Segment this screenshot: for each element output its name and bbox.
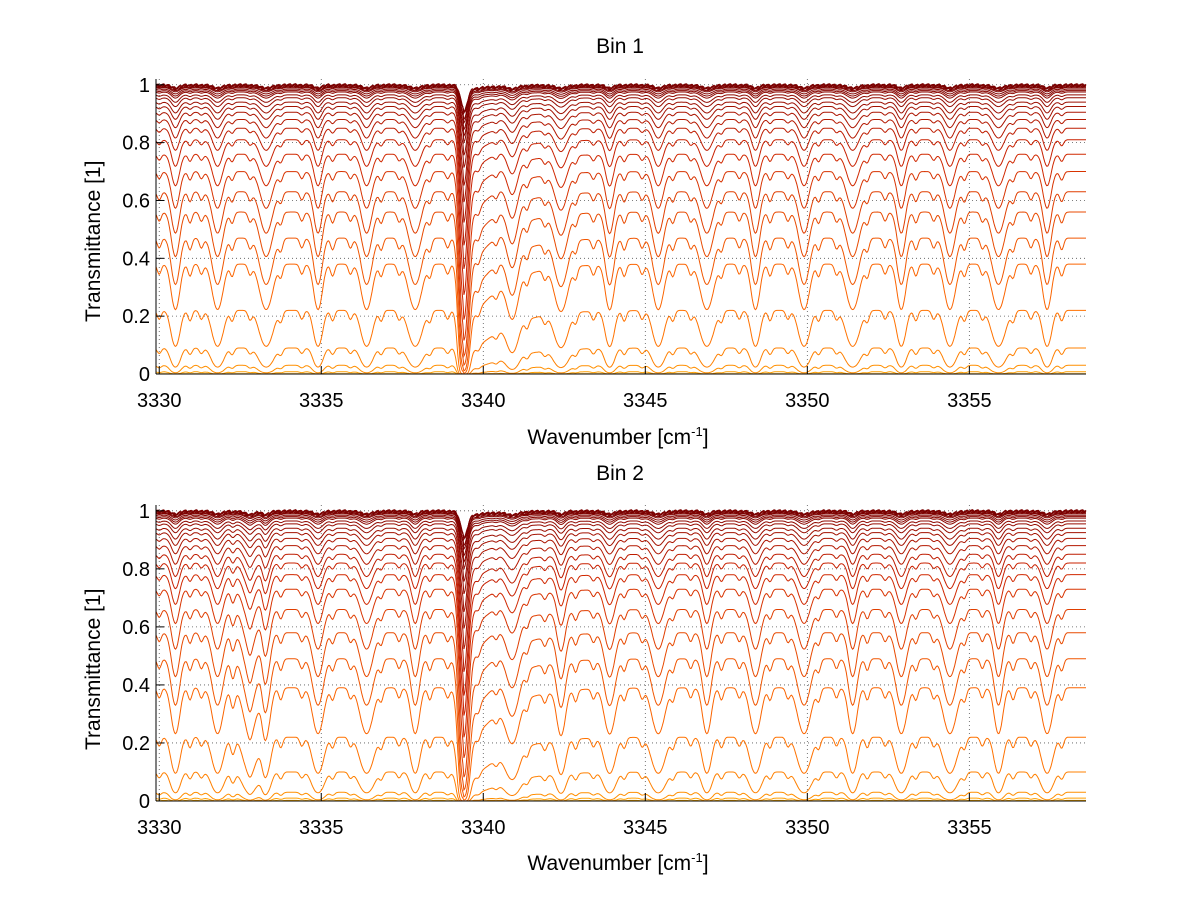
series-line bbox=[155, 609, 1086, 778]
y-tick-label: 1 bbox=[139, 501, 150, 523]
series-line bbox=[155, 106, 1086, 203]
series-line bbox=[155, 347, 1086, 375]
series-line bbox=[155, 237, 1086, 372]
series-line bbox=[155, 211, 1086, 367]
panel-bin-2: 3330 3335 3340 3345 3350 3355 0 0.2 0.4 0.6 0.8 1 bbox=[122, 501, 1087, 839]
series-line bbox=[155, 537, 1086, 650]
series-line bbox=[155, 527, 1086, 612]
x-tick-label: 3350 bbox=[785, 817, 830, 839]
series-line bbox=[155, 371, 1086, 375]
x-tick-label: 3345 bbox=[623, 390, 668, 412]
plot-area bbox=[156, 79, 1086, 374]
series-line bbox=[155, 517, 1086, 571]
x-axis-label-bin-1: Wavenumber [cm-1] bbox=[527, 424, 709, 449]
series-line bbox=[155, 153, 1086, 320]
series-line bbox=[155, 797, 1086, 802]
series-line bbox=[155, 523, 1086, 595]
plot-area bbox=[156, 505, 1086, 801]
x-tick-label: 3345 bbox=[623, 817, 668, 839]
x-axis-label-bin-2: Wavenumber [cm-1] bbox=[527, 850, 709, 875]
y-tick-label: 0 bbox=[139, 364, 150, 386]
x-tick-label: 3330 bbox=[137, 817, 182, 839]
series-line bbox=[155, 532, 1086, 629]
series-line bbox=[155, 736, 1086, 802]
series-line bbox=[155, 632, 1086, 792]
series-line bbox=[155, 191, 1086, 358]
series-line bbox=[155, 263, 1086, 374]
series-line bbox=[155, 520, 1086, 582]
series-line bbox=[155, 513, 1086, 551]
series-line bbox=[155, 364, 1086, 375]
y-tick-label: 0.4 bbox=[122, 248, 150, 270]
x-tick-label: 3330 bbox=[137, 390, 182, 412]
series-line bbox=[155, 553, 1086, 696]
x-tick-label: 3335 bbox=[299, 390, 344, 412]
series-line bbox=[155, 101, 1086, 186]
series-line bbox=[155, 771, 1086, 802]
y-tick-label: 0.4 bbox=[122, 675, 150, 697]
series-line bbox=[155, 90, 1086, 138]
series-line bbox=[155, 94, 1086, 156]
y-tick-label: 1 bbox=[139, 75, 150, 97]
series-line bbox=[155, 791, 1086, 802]
x-tick-label: 3350 bbox=[785, 390, 830, 412]
y-axis-label-bin-1: Transmittance [1] bbox=[82, 160, 105, 322]
x-tick-label: 3340 bbox=[461, 817, 506, 839]
panel-bin-1: 3330 3335 3340 3345 3350 3355 0 0.2 0.4 0.6 0.8 1 bbox=[122, 75, 1087, 412]
y-tick-label: 0.6 bbox=[122, 190, 150, 212]
y-tick-label: 0.2 bbox=[122, 306, 150, 328]
series-line bbox=[155, 87, 1086, 125]
series-line bbox=[155, 91, 1086, 145]
y-tick-label: 0.2 bbox=[122, 733, 150, 755]
series-line bbox=[155, 687, 1086, 801]
series-line bbox=[155, 111, 1086, 223]
chart-title-bin-1: Bin 1 bbox=[596, 35, 644, 58]
y-axis-label-bin-2: Transmittance [1] bbox=[82, 588, 105, 750]
series-line bbox=[155, 97, 1086, 168]
series-line bbox=[155, 170, 1086, 341]
x-tick-label: 3355 bbox=[947, 817, 992, 839]
y-tick-label: 0.8 bbox=[122, 133, 150, 155]
y-tick-label: 0 bbox=[139, 791, 150, 813]
series-line bbox=[155, 562, 1086, 716]
y-tick-label: 0.8 bbox=[122, 559, 150, 581]
series-line bbox=[155, 545, 1086, 672]
x-tick-label: 3335 bbox=[299, 817, 344, 839]
chart-title-bin-2: Bin 2 bbox=[596, 462, 644, 485]
x-tick-label: 3355 bbox=[947, 390, 992, 412]
series-line bbox=[155, 82, 1087, 115]
series-line bbox=[155, 658, 1086, 798]
series-line bbox=[155, 516, 1086, 564]
x-tick-label: 3340 bbox=[461, 390, 506, 412]
series-line bbox=[155, 88, 1086, 131]
series-line bbox=[155, 119, 1086, 246]
series-line bbox=[155, 588, 1086, 759]
series-line bbox=[155, 514, 1086, 558]
series-line bbox=[155, 127, 1086, 270]
series-line bbox=[155, 309, 1086, 375]
series-line bbox=[155, 574, 1086, 738]
series-line bbox=[155, 139, 1086, 295]
y-tick-label: 0.6 bbox=[122, 617, 150, 639]
series-line bbox=[155, 508, 1087, 541]
